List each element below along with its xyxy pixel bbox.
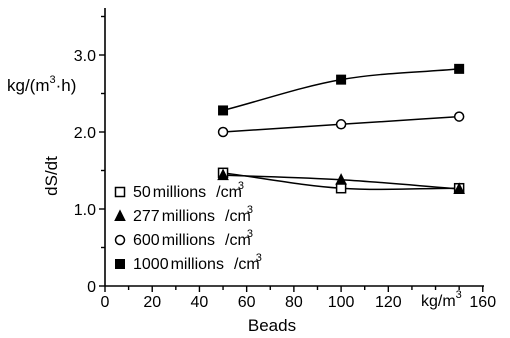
x-unit-text: kg/m bbox=[421, 293, 456, 310]
x-tick-label: 100 bbox=[328, 294, 355, 311]
x-axis-unit: kg/m3 bbox=[421, 289, 462, 310]
data-point bbox=[454, 63, 465, 74]
legend-item: 50 millions/cm3 bbox=[114, 180, 244, 201]
y-tick-label: 2.0 bbox=[74, 125, 96, 142]
legend-marker bbox=[114, 234, 126, 246]
x-tick-label: 80 bbox=[285, 294, 303, 311]
x-unit-sup: 3 bbox=[456, 289, 462, 301]
y-unit-prefix: kg/( bbox=[7, 76, 36, 95]
data-point bbox=[335, 173, 347, 185]
data-point bbox=[336, 74, 347, 85]
y-unit-sup: 3 bbox=[50, 74, 56, 86]
x-tick-label: 60 bbox=[238, 294, 256, 311]
data-point bbox=[335, 119, 347, 130]
x-axis-label: Beads bbox=[248, 316, 296, 335]
x-tick-label: 20 bbox=[143, 294, 161, 311]
series-markers bbox=[217, 63, 465, 194]
x-tick-label: 160 bbox=[469, 294, 496, 311]
data-point bbox=[217, 126, 229, 138]
y-axis-label: dS/dt bbox=[42, 156, 61, 196]
x-tick-label: 40 bbox=[191, 294, 209, 311]
legend-item: 1000 millions/cm3 bbox=[115, 252, 262, 273]
legend: 50 millions/cm3 277 millions/cm3 600 millions… bbox=[114, 180, 262, 273]
legend-label: 1000 millions/cm3 bbox=[133, 252, 262, 273]
legend-item: 600 millions/cm3 bbox=[114, 228, 253, 249]
y-tick-label: 0 bbox=[87, 279, 96, 296]
data-point bbox=[335, 182, 347, 194]
legend-label: 50 millions/cm3 bbox=[133, 180, 244, 201]
plot-area: 0 20 40 60 80 100 120 160 0 1.0 2.0 3.0 bbox=[74, 8, 496, 311]
y-tick-label: 1.0 bbox=[74, 202, 96, 219]
data-point bbox=[453, 182, 465, 194]
y-tick-label: 3.0 bbox=[74, 48, 96, 65]
y-unit-m: m bbox=[35, 76, 49, 95]
y-unit-suffix: ·h) bbox=[56, 76, 77, 95]
legend-marker bbox=[114, 209, 126, 221]
axis-ticks: 0 20 40 60 80 100 120 160 0 1.0 2.0 3.0 bbox=[74, 15, 496, 311]
legend-label: 600 millions/cm3 bbox=[133, 228, 253, 249]
legend-label: 277 millions/cm3 bbox=[133, 204, 253, 225]
data-point bbox=[453, 111, 465, 122]
legend-marker bbox=[114, 186, 126, 198]
y-axis-unit: kg/(m3·h) bbox=[7, 74, 76, 95]
x-tick-label: 120 bbox=[375, 294, 402, 311]
data-point bbox=[218, 105, 229, 116]
legend-item: 277 millions/cm3 bbox=[114, 204, 253, 225]
legend-marker bbox=[115, 259, 125, 269]
data-point bbox=[217, 168, 229, 181]
x-tick-label: 0 bbox=[101, 294, 110, 311]
